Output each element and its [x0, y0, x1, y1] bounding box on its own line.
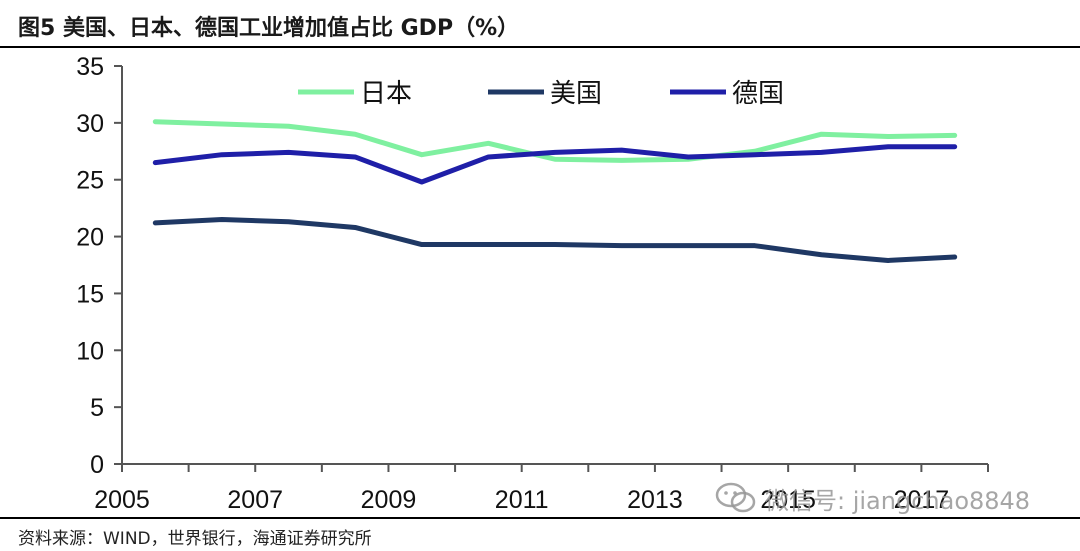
x-axis-ticks: 2005 2007 2009 2011 2013 2015 2017 [94, 464, 989, 514]
watermark-text: 微信号: jiangchao8848 [765, 486, 1031, 515]
footer-divider [0, 517, 1080, 519]
chart-title: 图5 美国、日本、德国工业增加值占比 GDP（%） [18, 16, 520, 41]
y-axis-ticks: 0 5 10 15 20 25 30 35 [76, 53, 122, 479]
y-tick-label: 15 [76, 280, 104, 308]
title-divider [0, 46, 1080, 48]
y-tick-label: 25 [76, 167, 104, 195]
series-lines [152, 119, 958, 263]
x-tick-label: 2009 [361, 486, 417, 514]
y-tick-label: 20 [76, 224, 104, 252]
x-tick-label: 2011 [495, 486, 549, 514]
y-tick-label: 5 [90, 394, 104, 422]
legend-label: 美国 [550, 79, 602, 109]
legend: 日本 美国 德国 [298, 79, 784, 109]
y-tick-label: 35 [76, 53, 104, 81]
title-bar: 图5 美国、日本、德国工业增加值占比 GDP（%） [0, 0, 1080, 46]
y-tick-label: 10 [76, 337, 104, 365]
legend-label: 德国 [732, 79, 784, 109]
y-tick-label: 30 [76, 110, 104, 138]
x-tick-label: 2017 [894, 486, 950, 514]
chart-axes [121, 66, 988, 465]
wechat-icon [715, 482, 756, 513]
watermark: 微信号: jiangchao8848 [715, 478, 1030, 518]
x-tick-label: 2015 [760, 486, 816, 514]
y-tick-label: 0 [90, 451, 104, 479]
legend-label: 日本 [360, 79, 412, 109]
series-line-德国 [152, 144, 958, 185]
x-tick-label: 2007 [227, 486, 283, 514]
series-line-日本 [152, 119, 958, 163]
x-tick-label: 2013 [627, 486, 683, 514]
source-note: 资料来源：WIND，世界银行，海通证券研究所 [18, 529, 372, 549]
x-tick-label: 2005 [94, 486, 150, 514]
series-line-美国 [152, 217, 958, 263]
